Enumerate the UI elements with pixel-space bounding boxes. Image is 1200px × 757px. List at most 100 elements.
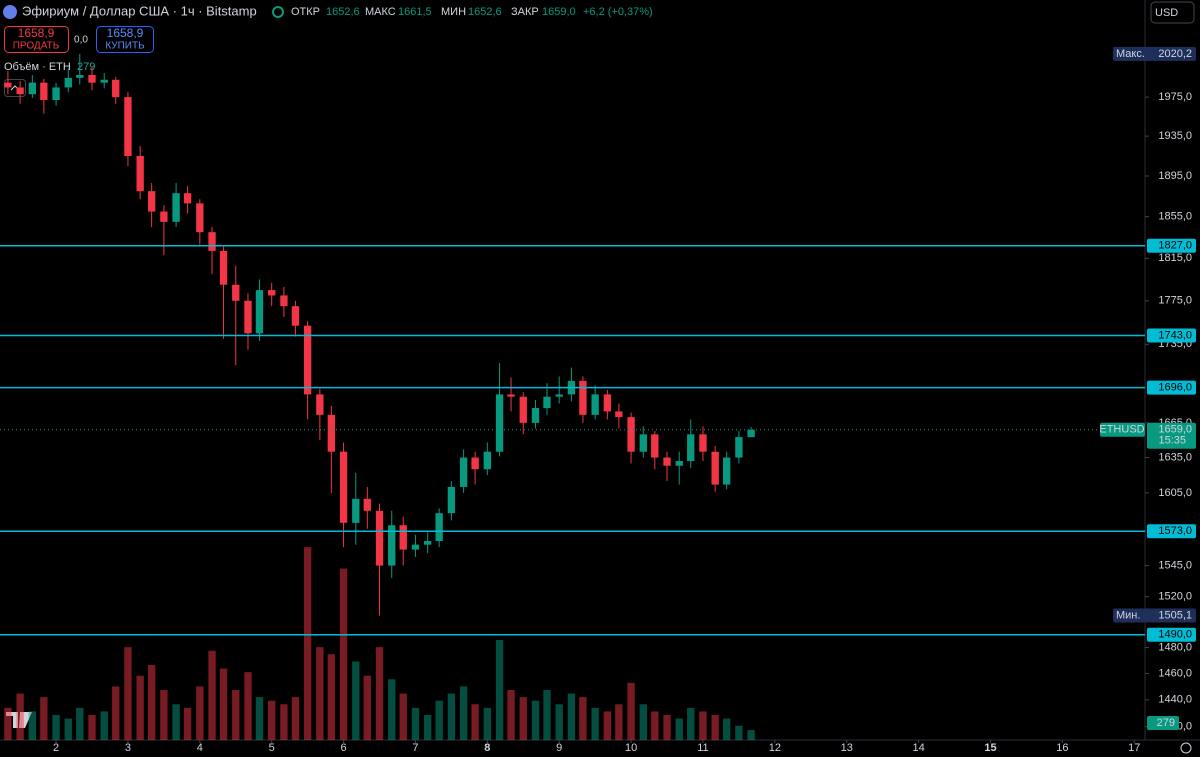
volume-bar [639, 704, 647, 740]
candle-body [435, 513, 443, 542]
volume-legend-value: 279 [77, 61, 95, 73]
candle-body [352, 498, 360, 523]
candle-body [495, 394, 504, 452]
buy-button[interactable] [96, 26, 154, 53]
volume-bar [208, 650, 216, 740]
symbol-icon [3, 5, 17, 19]
symbol-title[interactable]: Эфириум / Доллар США · 1ч · Bitstamp [22, 3, 257, 18]
high-value: 1661,5 [398, 6, 432, 18]
level-tag [1147, 380, 1196, 395]
volume-bar [291, 697, 300, 740]
candle-body [28, 82, 37, 95]
candle-body [316, 394, 324, 415]
candle-body [219, 250, 228, 285]
settings-icon[interactable] [1180, 742, 1192, 754]
candle-body [603, 394, 612, 412]
candle-body [339, 451, 348, 523]
volume-bar [495, 640, 504, 740]
candle-body [52, 87, 60, 100]
candle-body [244, 300, 252, 334]
candle-body [327, 414, 336, 452]
volume-bar [579, 697, 587, 740]
volume-bar [471, 704, 479, 740]
level-tag [1147, 524, 1196, 539]
volume-bar [375, 647, 384, 740]
y-tick-label: 1775,0 [1158, 295, 1192, 307]
candle-body [675, 461, 683, 466]
x-tick-label: 5 [269, 742, 275, 754]
y-tick-label: 1975,0 [1158, 91, 1192, 103]
candle-body [663, 457, 671, 466]
candle-body [519, 396, 527, 423]
candle-body [4, 82, 12, 88]
volume-bar [147, 665, 156, 740]
candle-body [459, 457, 468, 487]
y-tick-label: 1935,0 [1158, 130, 1192, 142]
sell-button[interactable] [4, 26, 69, 53]
candle-body [64, 77, 72, 88]
open-value: 1652,6 [326, 6, 360, 18]
volume-bar [183, 707, 192, 740]
candle-body [208, 232, 216, 251]
volume-legend-label: Объём · ETH [4, 61, 71, 73]
y-tick-label: 1635,0 [1158, 451, 1192, 463]
candle-body [255, 290, 264, 334]
y-tick-label: 1855,0 [1158, 211, 1192, 223]
symbol-tag-label: ETHUSD [1099, 424, 1144, 436]
close-value: 1659,0 [542, 6, 576, 18]
candle-body [291, 306, 300, 326]
volume-bar [615, 704, 623, 740]
candle-body [136, 155, 144, 192]
symbol-tag [1100, 422, 1145, 437]
volume-bar [555, 704, 563, 740]
volume-bar [735, 725, 743, 740]
min-text: Мин. [1116, 609, 1140, 621]
buy-price: 1658,9 [107, 26, 144, 40]
volume-tag [1147, 716, 1179, 731]
y-tick-label: 1460,0 [1158, 667, 1192, 679]
candle-body [303, 325, 312, 395]
volume-bar [424, 715, 432, 740]
max-text: Макс. [1116, 48, 1145, 60]
candle-body [183, 193, 192, 204]
low-value: 1652,6 [468, 6, 502, 18]
candle-body [651, 434, 659, 458]
x-tick-label: 16 [1056, 742, 1068, 754]
x-tick-label: 10 [625, 742, 637, 754]
candle-body [615, 411, 623, 418]
x-tick-label: 8 [484, 742, 490, 754]
candle-body [687, 434, 695, 462]
volume-bar [723, 718, 731, 740]
last-price-label: 1659,0 [1158, 424, 1192, 436]
x-tick-label: 13 [841, 742, 853, 754]
candle-body [196, 203, 204, 233]
volume-bar [255, 697, 264, 740]
volume-bar [627, 682, 635, 740]
plot: 1975,0 1935,0 1895,0 1855,0 1815,0 1775,0 17 3 5… [0, 46, 1196, 754]
volume-bar [543, 690, 551, 740]
x-tick-label: 3 [125, 742, 131, 754]
volume-bar [76, 707, 84, 740]
high-label: МАКС [365, 6, 396, 18]
level-label: 1490,0 [1158, 629, 1192, 641]
y-tick-label: 1545,0 [1158, 559, 1192, 571]
level-tag [1147, 238, 1196, 253]
level-label: 1743,0 [1158, 329, 1192, 341]
candle-body [100, 79, 108, 83]
y-tick-label: 1480,0 [1158, 641, 1192, 653]
y-tick-label: 1520,0 [1158, 591, 1192, 603]
volume-bar [280, 704, 288, 740]
volume-bar [591, 707, 599, 740]
candle-body [531, 408, 540, 423]
level-label: 1573,0 [1158, 525, 1192, 537]
candle-body [388, 525, 396, 566]
currency-button[interactable] [1150, 1, 1195, 24]
sell-label: ПРОДАТЬ [13, 41, 60, 52]
logo [6, 712, 32, 728]
candle-body [723, 457, 731, 485]
volume-bar [388, 679, 396, 740]
sell-price: 1658,9 [18, 26, 55, 40]
volume-bar [567, 693, 576, 740]
max-label: 2020,2 [1158, 48, 1192, 60]
min-label: 1505,1 [1158, 609, 1192, 621]
